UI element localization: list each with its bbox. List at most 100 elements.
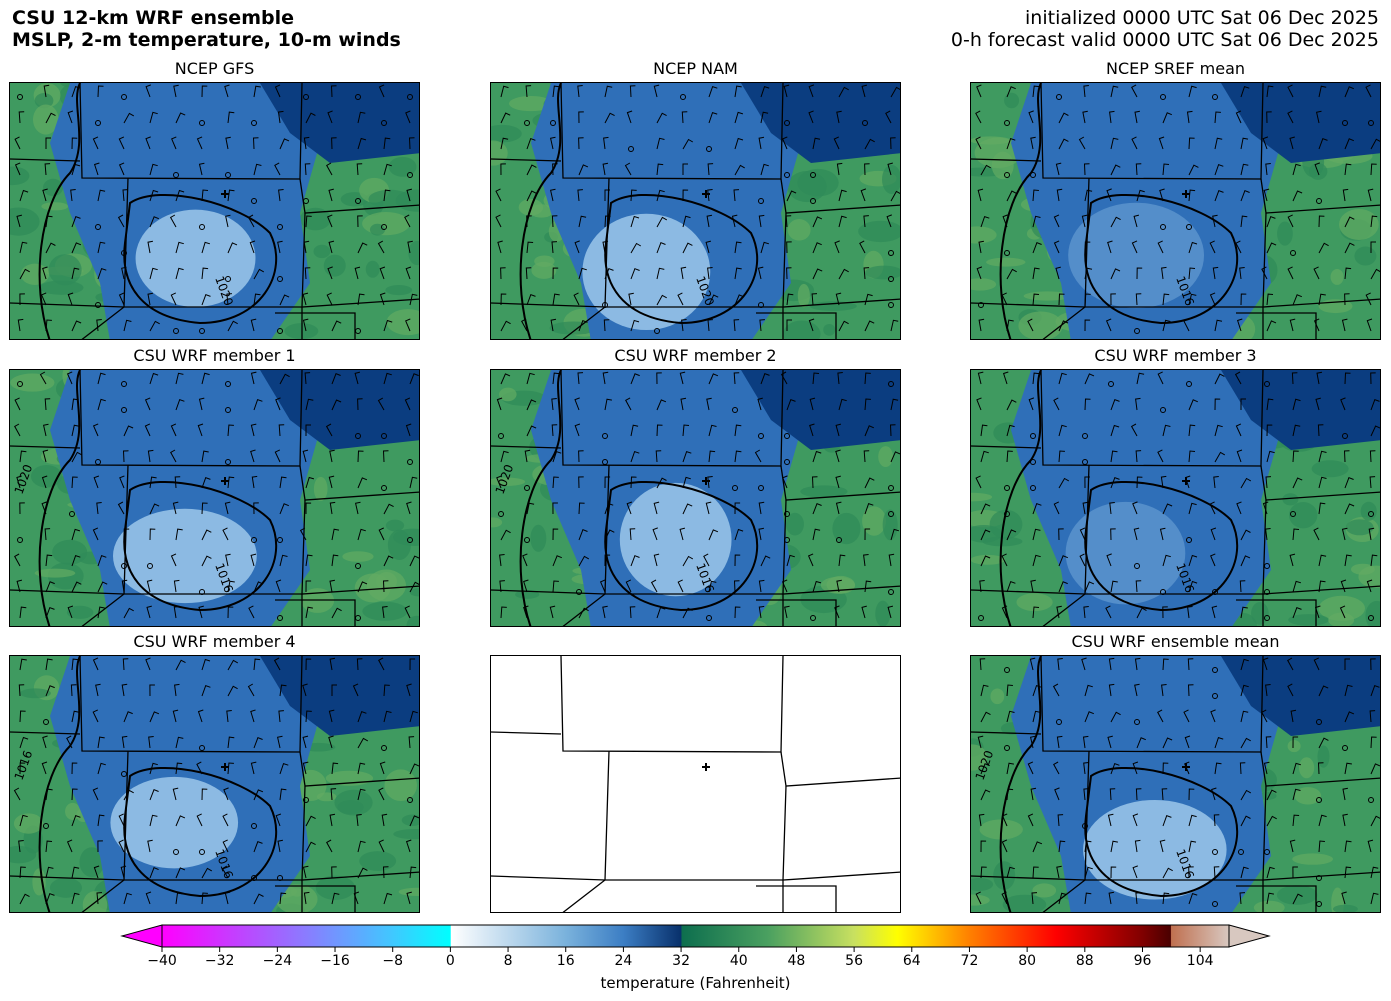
wind-barb xyxy=(706,397,712,411)
wind-barb xyxy=(66,839,73,853)
wind-barb xyxy=(1110,216,1121,228)
wind-barb xyxy=(835,292,842,306)
temp-speckle xyxy=(49,877,83,898)
wind-barb xyxy=(1052,683,1060,697)
wind-barb xyxy=(14,162,21,176)
wind-barb xyxy=(305,841,316,853)
wind-barb xyxy=(279,554,288,567)
wind-barb xyxy=(786,293,794,306)
state-border xyxy=(560,370,784,467)
calm-wind-circle xyxy=(1264,589,1270,595)
calm-wind-circle xyxy=(1342,120,1348,126)
map-svg: 1020 xyxy=(10,83,419,339)
temp-speckle xyxy=(832,512,861,545)
wind-barb xyxy=(1001,813,1008,827)
valid-time: 0-h forecast valid 0000 UTC Sat 06 Dec 2… xyxy=(950,29,1379,51)
wind-barb xyxy=(1210,709,1216,723)
wind-barb xyxy=(500,267,506,280)
temp-speckle xyxy=(1328,612,1355,626)
wind-barb xyxy=(146,605,152,619)
temp-speckle xyxy=(800,485,848,498)
wind-barb xyxy=(227,736,235,749)
wind-barb xyxy=(1370,763,1380,775)
calm-wind-circle xyxy=(1030,459,1036,465)
wind-barb xyxy=(1292,528,1300,541)
wind-barb xyxy=(1265,163,1271,176)
wind-barb xyxy=(1001,553,1008,567)
wind-barb xyxy=(708,294,719,306)
wind-barb xyxy=(758,579,765,593)
wind-barb xyxy=(1289,136,1295,150)
wind-barb xyxy=(552,580,559,593)
wind-barb xyxy=(247,683,255,697)
calm-wind-circle xyxy=(251,198,257,204)
wind-barb xyxy=(838,268,849,280)
wind-barb xyxy=(169,214,177,228)
wind-barb xyxy=(253,293,261,306)
wind-barb xyxy=(978,240,984,254)
calm-wind-circle xyxy=(69,511,75,517)
state-border xyxy=(1236,312,1317,339)
wind-barb xyxy=(71,398,79,411)
wind-barb xyxy=(630,555,640,567)
title-line-1: CSU 12-km WRF ensemble xyxy=(12,7,294,29)
wind-barb xyxy=(1157,709,1164,723)
temp-speckle xyxy=(385,519,405,532)
wind-barb xyxy=(97,372,106,385)
wind-barb xyxy=(71,320,82,332)
isobar-1016 xyxy=(999,656,1042,912)
wind-barb xyxy=(1084,373,1095,385)
wind-barb xyxy=(223,787,229,801)
wind-barb xyxy=(277,735,283,749)
wind-barb xyxy=(122,658,129,671)
wind-barb xyxy=(1292,762,1302,775)
wind-barb xyxy=(278,189,284,202)
wind-barb xyxy=(864,320,875,332)
wind-barb xyxy=(1162,815,1172,827)
wind-barb xyxy=(331,762,339,775)
wind-barb xyxy=(71,85,81,98)
wind-barb xyxy=(278,424,285,437)
wind-barb xyxy=(552,267,559,280)
wind-barb xyxy=(578,476,584,489)
wind-barb xyxy=(1084,866,1093,879)
wind-barb xyxy=(45,215,53,228)
wind-barb xyxy=(1344,503,1355,515)
wind-barb xyxy=(356,658,363,671)
wind-barb xyxy=(71,451,82,463)
wind-barb xyxy=(16,579,23,593)
wind-barb xyxy=(304,372,311,385)
wind-barb xyxy=(980,215,990,228)
wind-barb xyxy=(1214,163,1224,176)
wind-barb xyxy=(1365,292,1372,306)
wind-barb xyxy=(118,162,125,176)
temp-speckle xyxy=(1294,787,1322,805)
wind-barb xyxy=(1057,658,1063,671)
wind-barb xyxy=(305,710,312,723)
temp-speckle xyxy=(785,512,804,536)
calm-wind-circle xyxy=(978,302,984,308)
wind-barb xyxy=(405,423,412,437)
wind-barb xyxy=(1236,318,1243,332)
wind-barb xyxy=(302,318,309,332)
wind-barb xyxy=(979,658,986,671)
cold-region-north xyxy=(260,83,419,163)
wind-barb xyxy=(149,476,157,489)
wind-barb xyxy=(253,85,261,98)
wind-barb xyxy=(1188,580,1198,593)
wind-barb xyxy=(277,110,284,124)
wind-barb xyxy=(1188,85,1197,98)
state-border xyxy=(81,879,125,912)
wind-barb xyxy=(302,865,309,879)
calm-wind-circle xyxy=(680,94,686,100)
calm-wind-circle xyxy=(95,302,101,308)
wind-barb xyxy=(279,762,289,775)
wind-barb xyxy=(227,762,234,775)
temp-speckle xyxy=(313,476,328,502)
wind-barb xyxy=(19,293,25,306)
wind-barb xyxy=(117,214,125,228)
calm-wind-circle xyxy=(1290,511,1296,517)
wind-barb xyxy=(977,188,984,202)
wind-barb xyxy=(1110,711,1121,723)
wind-barb xyxy=(574,397,580,411)
